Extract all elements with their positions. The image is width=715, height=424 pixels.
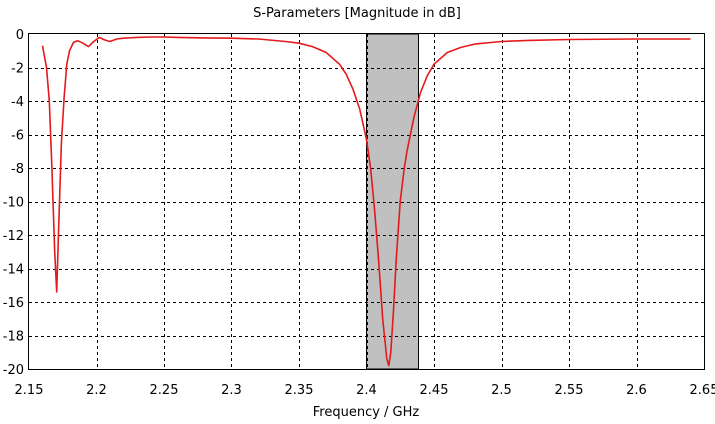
y-tick-label: -16	[3, 296, 24, 311]
x-tick-label: 2.15	[15, 383, 44, 398]
x-tick-label: 2.35	[285, 383, 314, 398]
highlight-band-layer	[366, 33, 419, 370]
y-tick-label: -8	[11, 162, 24, 177]
y-tick-label: -20	[3, 363, 24, 378]
y-tick-label: -14	[3, 263, 24, 278]
plot-frame	[28, 33, 705, 370]
x-tick-label: 2.55	[555, 383, 584, 398]
x-tick-label: 2.5	[491, 383, 512, 398]
series-layer	[41, 36, 691, 367]
y-tick-label: 0	[16, 28, 24, 43]
x-tick-label: 2.65	[690, 383, 715, 398]
series-line	[41, 36, 691, 367]
y-tick-labels: 0 -2 -4 -6 -8 -10 -12 -14 -16 -18 -20	[3, 28, 24, 378]
x-tick-labels: 2.15 2.2 2.25 2.3 2.35 2.4 2.45 2.5 2.55 2.6 2.65	[15, 383, 715, 398]
y-tick-label: -4	[11, 95, 24, 110]
y-tick-label: -2	[11, 62, 24, 77]
y-tick-label: -6	[11, 129, 24, 144]
x-tick-label: 2.25	[150, 383, 179, 398]
x-tick-label: 2.6	[626, 383, 647, 398]
x-tick-label: 2.3	[221, 383, 242, 398]
y-tick-label: -12	[3, 229, 24, 244]
grid-layer	[29, 34, 704, 369]
chart-title: S-Parameters [Magnitude in dB]	[253, 6, 461, 21]
y-tick-label: -10	[3, 196, 24, 211]
x-tick-label: 2.45	[420, 383, 449, 398]
x-axis-label: Frequency / GHz	[313, 405, 420, 420]
y-tick-label: -18	[3, 330, 24, 345]
x-tick-label: 2.2	[86, 383, 107, 398]
highlight-band	[366, 33, 419, 370]
x-tick-label: 2.4	[356, 383, 377, 398]
